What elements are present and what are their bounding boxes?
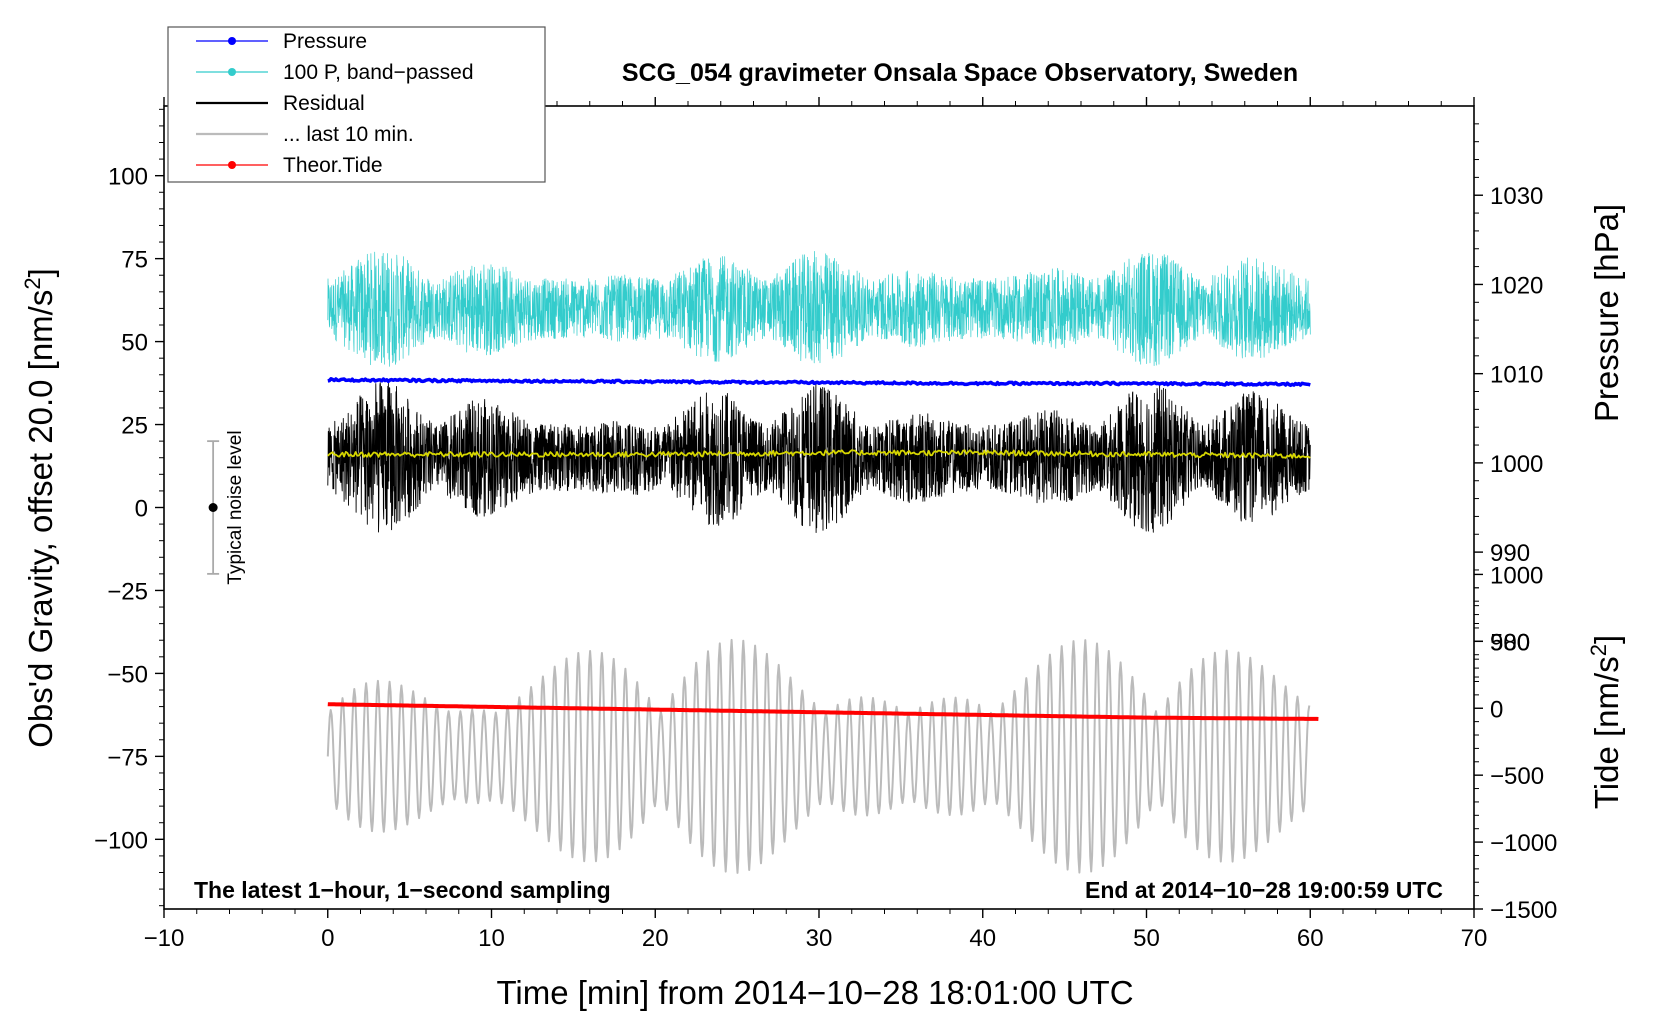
residual-series-line	[327, 382, 1311, 533]
pressure-axis-label: Pressure [hPa]	[1588, 204, 1625, 422]
tide-tick-label: −500	[1490, 763, 1544, 790]
pressure-tick-label: 1000	[1490, 451, 1543, 478]
x-tick-label: 70	[1461, 925, 1488, 952]
tide-tick-label: 500	[1490, 629, 1530, 656]
100-p-band-passed-series-line	[327, 250, 1311, 367]
annotation-end-time: End at 2014−10−28 19:00:59 UTC	[1085, 877, 1443, 903]
x-tick-label: 50	[1133, 925, 1160, 952]
tide-tick-label: 1000	[1490, 562, 1543, 589]
tide-axis-label: Tide [nm/s2]	[1586, 635, 1625, 809]
tide-tick-label: 0	[1490, 696, 1503, 723]
pressure-tick-label: 1020	[1490, 272, 1543, 299]
tide-tick-label: −1500	[1490, 897, 1557, 924]
y-tick-label: 50	[121, 330, 148, 357]
noise-bar-label: Typical noise level	[225, 430, 246, 584]
y-tick-label: −25	[107, 578, 148, 605]
x-tick-label: 10	[478, 925, 505, 952]
legend-marker-100-p-band-passed	[228, 68, 236, 76]
y-tick-label: 100	[108, 164, 148, 191]
pressure-tick-label: 980	[1490, 629, 1530, 656]
x-axis-label: Time [min] from 2014−10−28 18:01:00 UTC	[496, 974, 1133, 1011]
noise-bar-center-dot	[208, 503, 218, 512]
chart-title: SCG_054 gravimeter Onsala Space Observat…	[622, 59, 1298, 87]
tide-tick-label: −1000	[1490, 830, 1557, 857]
y-tick-label: −100	[94, 827, 148, 854]
pressure-series-line	[327, 377, 1311, 388]
noise-level-indicator: Typical noise level	[207, 430, 246, 585]
annotation-sampling: The latest 1−hour, 1−second sampling	[194, 877, 611, 903]
x-tick-label: −10	[144, 925, 185, 952]
y-tick-label: 0	[135, 496, 148, 523]
x-tick-label: 30	[806, 925, 833, 952]
left-y-axis-label: Obs'd Gravity, offset 20.0 [nm/s2]	[20, 268, 59, 748]
y-tick-label: 75	[121, 247, 148, 274]
theor-tide-series-line	[327, 702, 1319, 721]
x-tick-label: 0	[321, 925, 334, 952]
legend-box	[167, 26, 546, 183]
x-tick-label: 60	[1297, 925, 1324, 952]
pressure-tick-label: 1010	[1490, 362, 1543, 389]
pressure-tick-label: 1030	[1490, 183, 1543, 210]
y-tick-label: −75	[107, 744, 148, 771]
right-y-axis-ticks: 103010201010100099098010005000−500−1000−…	[1474, 123, 1557, 924]
x-tick-label: 20	[642, 925, 669, 952]
legend-label-last-10-min: ... last 10 min.	[283, 123, 414, 146]
pressure-tick-label: 990	[1490, 540, 1530, 567]
y-tick-label: −50	[107, 661, 148, 688]
x-tick-label: 40	[969, 925, 996, 952]
data-series-layer	[326, 250, 1319, 874]
left-y-axis-ticks: 100 75 50 25 0 −25 −50 −75 −100	[94, 108, 164, 907]
legend-label-100-p-band-passed: 100 P, band−passed	[283, 61, 474, 84]
legend-label-residual: Residual	[283, 92, 365, 115]
legend-marker-pressure	[228, 37, 236, 45]
last-10-min-series-line	[326, 638, 1311, 874]
y-tick-label: 25	[121, 413, 148, 440]
legend-marker-theor-tide	[228, 161, 236, 169]
legend: Pressure 100 P, band−passed Residual ... la…	[167, 26, 546, 183]
x-axis-ticks: −10 0 10 20 30 40 50 60 70	[144, 97, 1488, 952]
legend-label-theor-tide: Theor.Tide	[283, 154, 383, 177]
residual-smoothed-series-line	[327, 449, 1311, 459]
legend-label-pressure: Pressure	[283, 30, 367, 53]
